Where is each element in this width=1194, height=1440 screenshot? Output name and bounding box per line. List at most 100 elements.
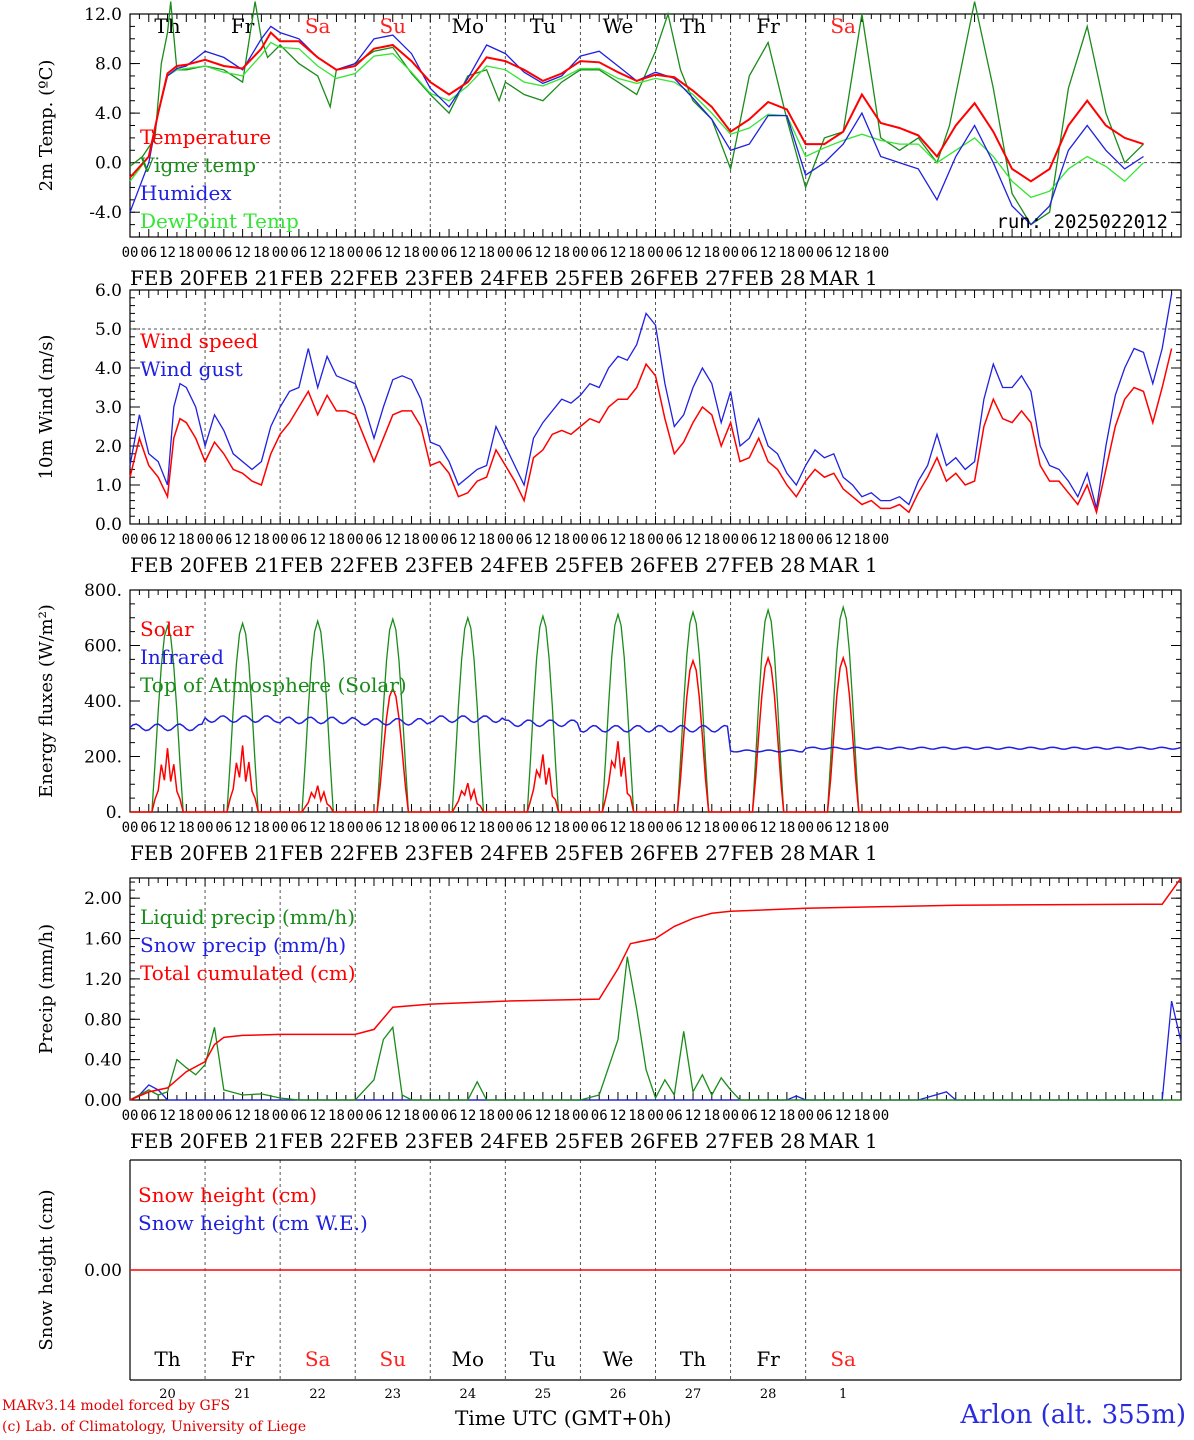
weekday-label: Su [379, 14, 406, 38]
x-hour-label: 00 [572, 532, 589, 548]
x-hour-label: 06 [516, 820, 533, 836]
x-day-label: FEB 21 [205, 553, 280, 577]
x-day-label: FEB 22 [280, 841, 355, 865]
x-hour-label: 06 [140, 1108, 157, 1124]
x-day-label: MAR 1 [809, 553, 878, 577]
x-hour-label: 00 [122, 532, 139, 548]
x-hour-label: 06 [140, 245, 157, 261]
x-hour-label: 06 [516, 245, 533, 261]
x-day-label: FEB 24 [430, 553, 505, 577]
x-hour-label: 18 [703, 532, 720, 548]
legend-entry: Liquid precip (mm/h) [140, 905, 355, 929]
x-hour-label: 12 [835, 820, 852, 836]
run-label: run: 2025022012 [996, 211, 1168, 233]
x-hour-label: 12 [159, 532, 176, 548]
weekday-label: Fr [756, 1347, 780, 1371]
x-hour-label: 00 [347, 245, 364, 261]
legend-entry: DewPoint Temp [140, 209, 299, 233]
x-hour-label: 00 [422, 245, 439, 261]
x-day-label: MAR 1 [809, 1129, 878, 1153]
x-hour-label: 00 [872, 1108, 889, 1124]
snow-precip-line [129, 1000, 1182, 1101]
weekday-label: Sa [830, 14, 856, 38]
x-hour-label: 18 [328, 820, 345, 836]
x-hour-label: 12 [384, 820, 401, 836]
day-number-label: 22 [309, 1387, 326, 1402]
x-hour-label: 06 [816, 1108, 833, 1124]
x-hour-label: 12 [309, 820, 326, 836]
x-hour-label: 00 [347, 532, 364, 548]
x-hour-label: 06 [741, 532, 758, 548]
x-hour-label: 12 [309, 532, 326, 548]
day-number-label: 24 [460, 1387, 477, 1402]
legend-entry: Wind gust [140, 357, 243, 381]
x-hour-label: 00 [797, 245, 814, 261]
x-day-label: FEB 24 [430, 266, 505, 290]
weekday-label: Su [379, 1347, 406, 1371]
x-hour-label: 12 [610, 245, 627, 261]
weekday-label: Sa [830, 1347, 856, 1371]
x-hour-label: 18 [854, 1108, 871, 1124]
weekday-label: Fr [231, 14, 255, 38]
x-hour-label: 06 [290, 1108, 307, 1124]
x-hour-label: 12 [835, 532, 852, 548]
x-hour-label: 06 [366, 820, 383, 836]
wind-speed-line [129, 348, 1173, 516]
x-hour-label: 00 [872, 820, 889, 836]
x-hour-label: 00 [197, 1108, 214, 1124]
x-hour-label: 12 [760, 1108, 777, 1124]
x-hour-label: 18 [628, 532, 645, 548]
x-hour-label: 00 [197, 820, 214, 836]
x-day-label: FEB 27 [656, 266, 731, 290]
y-tick-label: 2.0 [95, 437, 122, 457]
x-hour-label: 18 [553, 1108, 570, 1124]
cumulated-precip-line [129, 877, 1182, 1101]
x-hour-label: 18 [178, 245, 195, 261]
x-day-label: FEB 21 [205, 266, 280, 290]
y-axis-label: 2m Temp. (ºC) [36, 60, 57, 192]
y-tick-label: 2.00 [84, 889, 122, 909]
y-tick-label: 400. [84, 692, 122, 712]
x-day-label: FEB 20 [130, 1129, 205, 1153]
x-hour-label: 18 [403, 532, 420, 548]
y-tick-label: 4.0 [95, 104, 122, 124]
weekday-label: Fr [756, 14, 780, 38]
x-hour-label: 00 [347, 1108, 364, 1124]
x-hour-label: 00 [722, 1108, 739, 1124]
weekday-label: Tu [530, 14, 556, 38]
x-hour-label: 12 [685, 532, 702, 548]
x-hour-label: 12 [835, 245, 852, 261]
x-hour-label: 00 [347, 820, 364, 836]
x-hour-label: 06 [591, 245, 608, 261]
x-hour-label: 18 [703, 820, 720, 836]
x-day-label: FEB 26 [580, 266, 655, 290]
x-hour-label: 06 [666, 532, 683, 548]
legend-entry: Wind speed [140, 329, 258, 353]
weekday-label: Th [680, 1347, 706, 1371]
x-hour-label: 18 [178, 820, 195, 836]
y-tick-label: 1.20 [84, 970, 122, 990]
temperature-series-line [129, 25, 1144, 226]
x-hour-label: 06 [666, 245, 683, 261]
x-day-label: FEB 25 [505, 553, 580, 577]
weekday-label: Fr [231, 1347, 255, 1371]
x-hour-label: 12 [159, 820, 176, 836]
x-hour-label: 00 [272, 820, 289, 836]
x-hour-label: 18 [403, 245, 420, 261]
x-hour-label: 06 [215, 820, 232, 836]
x-hour-label: 12 [760, 532, 777, 548]
x-hour-label: 18 [778, 532, 795, 548]
x-hour-label: 18 [553, 532, 570, 548]
plot-frame [129, 289, 1182, 525]
x-day-label: FEB 25 [505, 841, 580, 865]
x-hour-label: 18 [703, 1108, 720, 1124]
x-day-label: FEB 21 [205, 1129, 280, 1153]
model-credit: MARv3.14 model forced by GFS [2, 1398, 231, 1414]
y-axis-label: Precip (mm/h) [36, 924, 57, 1054]
toa-solar-line [130, 604, 1181, 813]
weekday-label: Th [680, 14, 706, 38]
x-hour-label: 12 [234, 532, 251, 548]
y-tick-label: 8.0 [95, 55, 122, 75]
